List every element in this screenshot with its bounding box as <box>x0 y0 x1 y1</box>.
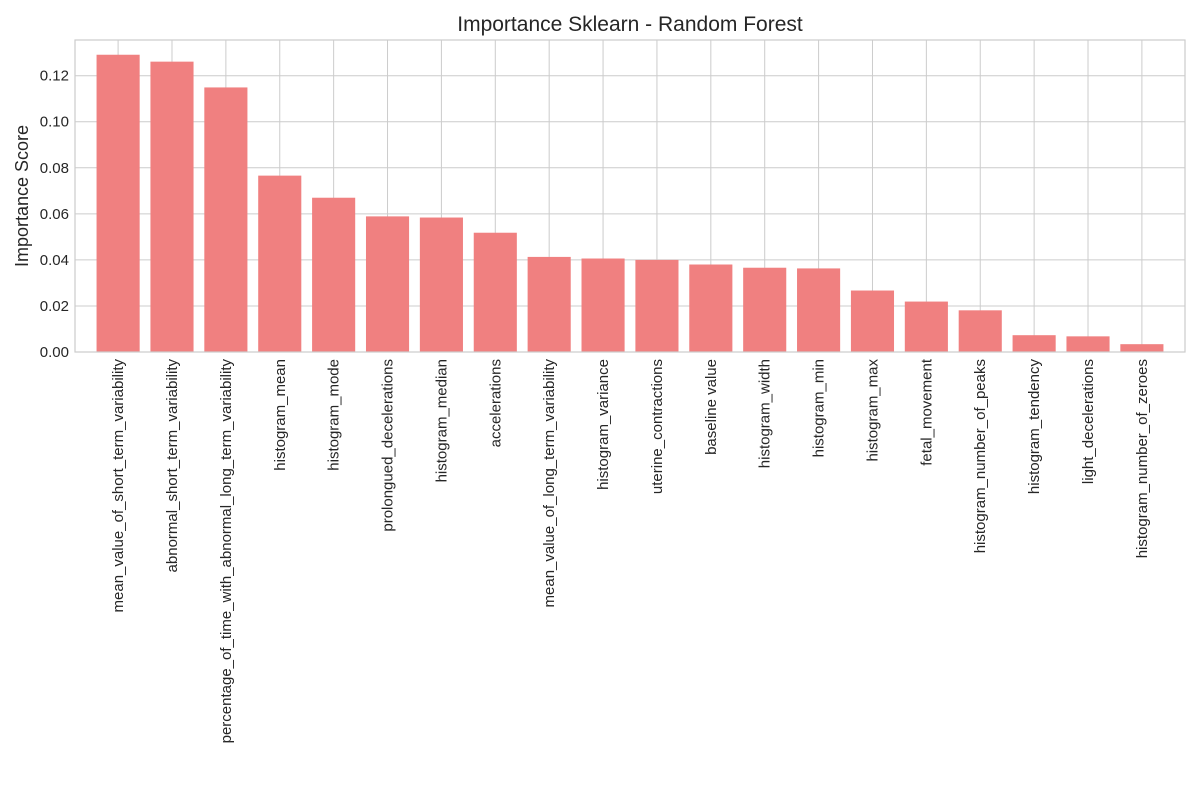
y-tick-label: 0.08 <box>40 160 69 177</box>
x-tick-label: histogram_number_of_peaks <box>972 359 989 553</box>
bar-histogram-variance <box>581 258 625 352</box>
bars <box>96 54 1164 352</box>
y-tick-labels: 0.00 0.02 0.04 0.06 0.08 0.10 0.12 <box>40 68 69 361</box>
bar-histogram-mean <box>258 175 302 352</box>
bar-histogram-mode <box>312 197 356 352</box>
bar-mean-value-of-long-term-variability <box>527 256 571 352</box>
bar-baseline-value <box>689 264 733 352</box>
y-tick-label: 0.02 <box>40 298 69 315</box>
x-tick-label: baseline value <box>703 359 720 455</box>
bar-histogram-max <box>850 290 895 352</box>
x-tick-label: mean_value_of_long_term_variability <box>541 359 558 608</box>
y-axis-label: Importance Score <box>12 125 32 267</box>
x-tick-label: histogram_width <box>757 359 774 468</box>
bar-accelerations <box>473 232 517 352</box>
x-tick-label: percentage_of_time_with_abnormal_long_te… <box>218 359 235 744</box>
bar-fetal-movement <box>904 301 948 352</box>
x-tick-label: histogram_median <box>433 359 450 482</box>
y-tick-label: 0.00 <box>40 344 69 361</box>
x-tick-label: abnormal_short_term_variability <box>164 359 181 573</box>
bar-histogram-tendency <box>1012 335 1056 352</box>
x-tick-labels: mean_value_of_short_term_variability abno… <box>110 358 1151 743</box>
x-tick-label: histogram_mean <box>272 359 289 471</box>
x-tick-label: light_decelerations <box>1080 359 1097 484</box>
bar-histogram-median <box>419 217 463 352</box>
x-tick-label: fetal_movement <box>918 358 935 466</box>
bar-uterine-contractions <box>635 259 679 352</box>
chart-title: Importance Sklearn - Random Forest <box>457 13 803 36</box>
x-tick-label: mean_value_of_short_term_variability <box>110 359 127 613</box>
x-tick-label: histogram_number_of_zeroes <box>1134 359 1151 558</box>
bar-abnormal-short-term-variability <box>150 61 194 352</box>
bar-mean-value-of-short-term-variability <box>96 54 140 352</box>
bar-histogram-number-of-peaks <box>958 310 1002 352</box>
x-tick-label: prolongued_decelerations <box>380 359 397 532</box>
y-tick-label: 0.10 <box>40 114 69 131</box>
x-tick-label: histogram_tendency <box>1026 359 1043 495</box>
x-tick-label: histogram_min <box>811 359 828 457</box>
x-tick-label: accelerations <box>487 359 504 447</box>
x-tick-label: uterine_contractions <box>649 359 666 494</box>
bar-prolongued-decelerations <box>365 216 410 352</box>
bar-histogram-number-of-zeroes <box>1120 344 1164 352</box>
x-tick-label: histogram_mode <box>326 359 343 471</box>
bar-percentage-of-time-with-abnormal-long-term-variability <box>204 87 248 352</box>
bar-histogram-width <box>743 267 787 352</box>
y-tick-label: 0.04 <box>40 252 69 269</box>
bar-histogram-min <box>797 268 841 352</box>
x-tick-label: histogram_max <box>864 359 881 462</box>
x-tick-label: histogram_variance <box>595 359 612 490</box>
bar-light-decelerations <box>1066 336 1110 352</box>
y-tick-label: 0.06 <box>40 206 69 223</box>
y-tick-label: 0.12 <box>40 68 69 85</box>
plot-frame <box>74 39 1186 353</box>
